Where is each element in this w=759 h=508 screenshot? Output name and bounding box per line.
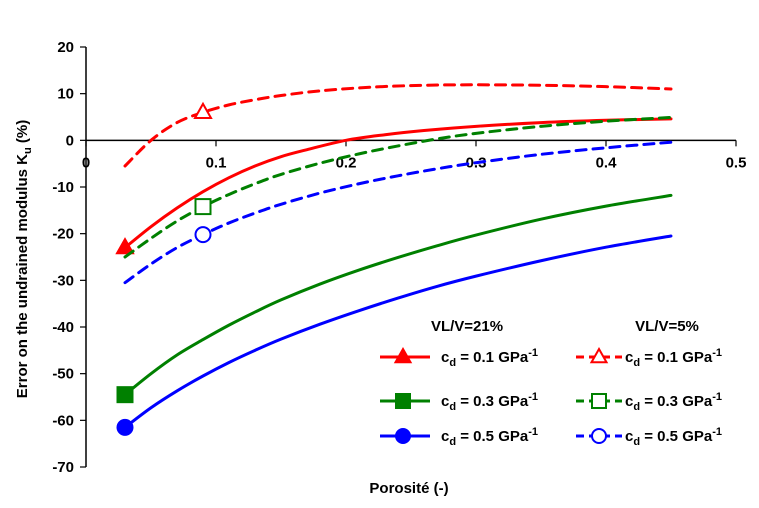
y-tick-label: -20 — [52, 226, 74, 243]
y-tick-label: -70 — [52, 459, 74, 476]
y-tick-label: -50 — [52, 366, 74, 383]
y-tick-label: -30 — [52, 272, 74, 289]
legend-marker-21-1 — [393, 346, 413, 364]
legend-label-21-1: cd = 0.1 GPa-1 — [441, 347, 538, 369]
y-tick-label: 20 — [57, 39, 74, 56]
y-tick-label: -40 — [52, 319, 74, 336]
series-marker-6 — [194, 226, 212, 244]
legend-marker-21-3 — [395, 428, 411, 444]
series-line-4 — [123, 115, 673, 259]
legend: VL/V=21% VL/V=5% cd = 0.1 GPa-1 cd = 0.3 GP… — [380, 318, 722, 448]
legend-marker-21-2 — [395, 393, 411, 409]
series-line-3 — [123, 193, 673, 397]
series-line-2 — [123, 83, 673, 168]
y-tick-label: -10 — [52, 179, 74, 196]
legend-label-21-3: cd = 0.5 GPa-1 — [441, 426, 538, 448]
y-tick-label: 0 — [66, 132, 74, 149]
series-marker-5 — [116, 418, 134, 436]
series-line-1 — [123, 117, 673, 250]
legend-marker-5-3 — [591, 428, 607, 444]
legend-label-21-2: cd = 0.3 GPa-1 — [441, 391, 538, 413]
x-tick-label: 0.1 — [206, 154, 227, 171]
y-tick-label: -60 — [52, 412, 74, 429]
legend-marker-5-1 — [589, 346, 609, 364]
x-tick-label: 0.4 — [596, 154, 618, 171]
plot-series — [115, 83, 673, 436]
y-axis-title: Error on the undrained modulus Ku (%) — [14, 120, 34, 398]
series-line-5 — [123, 234, 673, 429]
series-marker-1 — [115, 237, 135, 255]
x-axis-title: Porosité (-) — [369, 480, 448, 497]
legend-label-5-1: cd = 0.1 GPa-1 — [625, 347, 722, 369]
series-marker-2 — [193, 101, 213, 119]
y-tick-label: 10 — [57, 86, 74, 103]
legend-label-5-3: cd = 0.5 GPa-1 — [625, 426, 722, 448]
legend-label-5-2: cd = 0.3 GPa-1 — [625, 391, 722, 413]
x-tick-label: 0.5 — [726, 154, 747, 171]
legend-header-1: VL/V=21% — [431, 318, 503, 335]
legend-header-2: VL/V=5% — [635, 318, 699, 335]
x-tick-label: 0 — [82, 154, 90, 171]
series-line-6 — [123, 140, 673, 285]
series-marker-4 — [194, 198, 212, 216]
series-marker-3 — [116, 386, 134, 404]
legend-marker-5-2 — [591, 393, 607, 409]
